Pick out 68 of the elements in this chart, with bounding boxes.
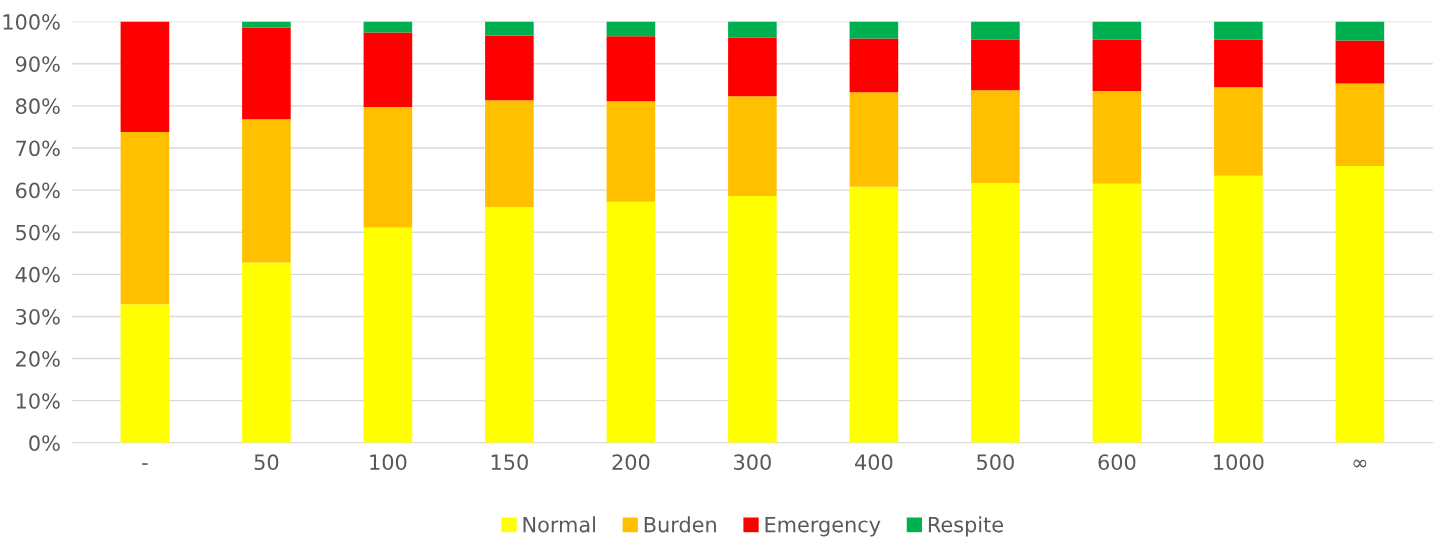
bar (363, 32, 413, 108)
y-tick-label: 100% (3, 14, 60, 30)
x-tick-label: 1000 (1214, 454, 1264, 471)
bar (1214, 39, 1263, 88)
bar (242, 119, 291, 263)
x-tick-label: 100 (370, 454, 407, 471)
x-tick-label: 150 (491, 454, 528, 471)
bar (728, 96, 777, 196)
x-tick-label: - (142, 463, 148, 465)
bar (1214, 87, 1263, 176)
x-tick-label: 50 (254, 454, 279, 471)
bar (120, 131, 170, 305)
bar (120, 304, 170, 443)
bar (971, 90, 1020, 183)
bar (363, 107, 413, 228)
bar (1092, 183, 1142, 443)
bar (1335, 40, 1385, 84)
bar (971, 182, 1020, 443)
bar (485, 100, 534, 207)
x-tick-label: 600 (1098, 454, 1136, 471)
y-tick-label: 10% (16, 393, 60, 409)
y-tick-label: 20% (16, 351, 60, 367)
bar (971, 39, 1020, 91)
x-tick-label: 500 (977, 454, 1014, 471)
legend-label: Burden (644, 516, 716, 533)
bar (606, 101, 656, 202)
bar (849, 92, 899, 187)
bar (849, 186, 899, 443)
bar (728, 37, 777, 97)
bar (242, 27, 291, 120)
y-tick-label: 0% (29, 435, 60, 452)
bar (1214, 175, 1263, 443)
bar (1092, 21, 1142, 40)
bar (1092, 39, 1142, 92)
bar (606, 201, 656, 443)
bar (728, 195, 777, 443)
bar (1335, 21, 1385, 41)
y-tick-label: 90% (15, 56, 60, 72)
x-tick-label: 300 (734, 454, 771, 471)
bar (1092, 91, 1142, 184)
bar (606, 21, 656, 37)
bar (120, 21, 170, 132)
legend-label: Respite (928, 516, 1003, 537)
bar (728, 21, 777, 38)
y-tick-label: 50% (16, 224, 60, 241)
legend-label: Normal (523, 516, 595, 533)
bar (606, 36, 656, 102)
legend-label: Emergency (765, 516, 881, 537)
x-tick-label: 200 (612, 454, 650, 471)
bar (1335, 83, 1385, 167)
bar (971, 21, 1020, 40)
bar (363, 21, 413, 33)
bar (849, 21, 899, 39)
y-tick-label: 60% (16, 182, 60, 199)
y-tick-label: 30% (16, 308, 60, 325)
bar (485, 21, 534, 36)
bar (849, 38, 899, 93)
x-tick-label: 400 (855, 454, 893, 471)
x-tick-label: ∞ (1353, 459, 1367, 468)
bar (1335, 166, 1385, 443)
bar (1214, 21, 1263, 40)
y-tick-label: 40% (15, 266, 60, 283)
bar (485, 206, 534, 443)
bar (363, 227, 413, 443)
y-tick-label: 70% (16, 140, 60, 157)
bar (485, 35, 534, 101)
bar (242, 262, 291, 443)
y-tick-label: 80% (16, 98, 60, 115)
